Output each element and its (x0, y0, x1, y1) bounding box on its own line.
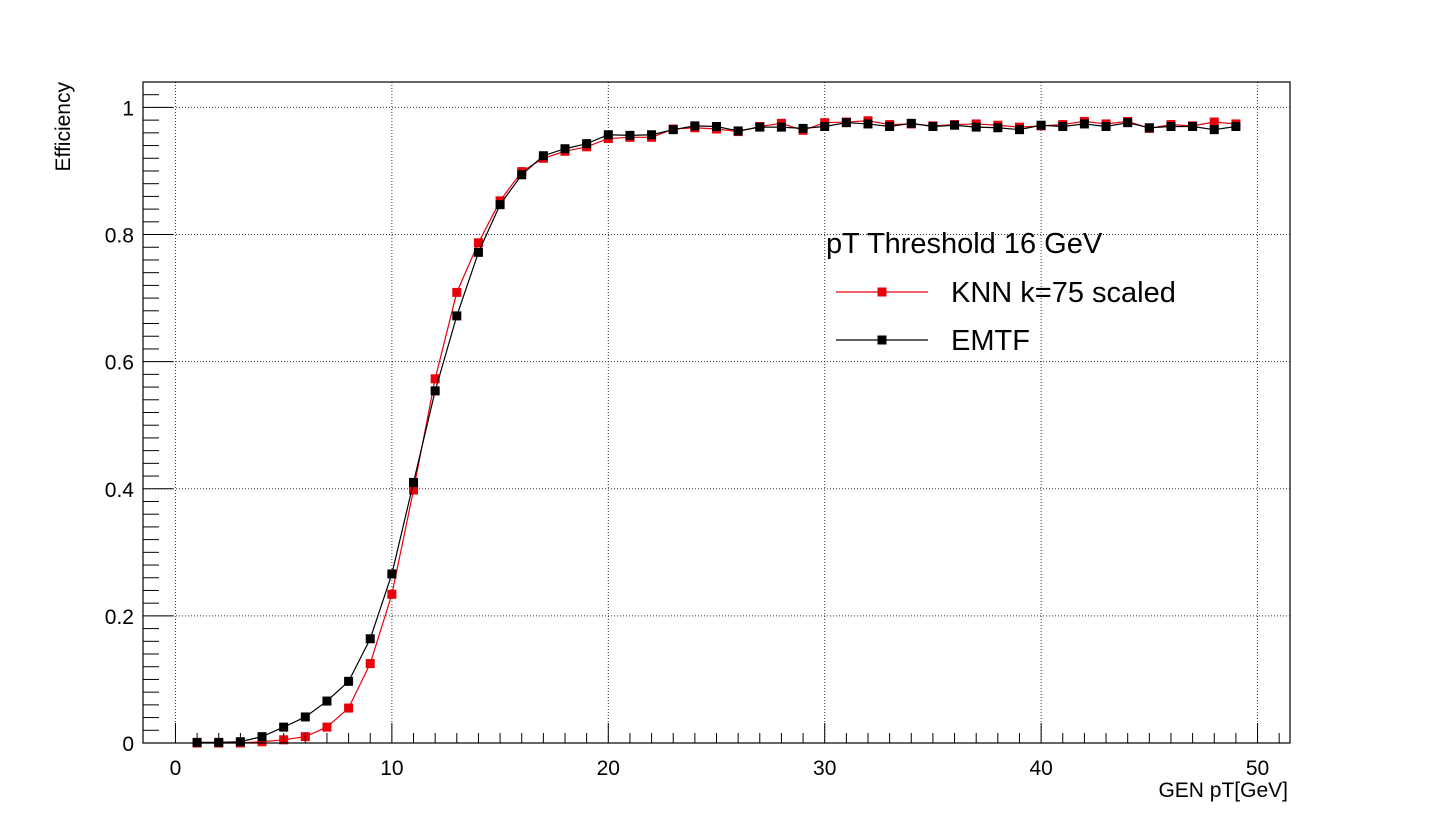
x-tick-label: 20 (597, 757, 620, 780)
data-point (647, 130, 657, 140)
data-point (344, 703, 354, 713)
legend-marker (877, 287, 887, 297)
x-tick-label: 0 (170, 757, 182, 780)
data-point (538, 151, 548, 161)
series-emtf (192, 118, 1241, 747)
data-point (1123, 118, 1133, 128)
data-point (1058, 121, 1068, 131)
legend: pT Threshold 16 GeV KNN k=75 scaled EMTF (826, 228, 1176, 357)
legend-label: EMTF (951, 325, 1030, 357)
data-point (1188, 121, 1198, 131)
plot-frame (142, 81, 1291, 744)
data-point (755, 122, 765, 132)
data-point (733, 126, 743, 136)
legend-entry: KNN k=75 scaled (836, 277, 1176, 309)
x-axis-title: GEN pT[GeV] (1158, 779, 1288, 802)
data-point (430, 374, 440, 384)
x-tick-label: 30 (813, 757, 836, 780)
data-point (430, 386, 440, 396)
data-point (473, 247, 483, 257)
data-point (906, 118, 916, 128)
data-point (452, 311, 462, 321)
data-point (950, 120, 960, 130)
data-point (365, 659, 375, 669)
tick-labels: 0 10 20 30 40 50 0 0.2 0.4 0.6 0.8 1 (105, 97, 1269, 780)
data-point (279, 722, 289, 732)
legend-entries: KNN k=75 scaled EMTF (836, 277, 1176, 357)
data-point (1166, 121, 1176, 131)
data-point (841, 118, 851, 128)
data-point (798, 123, 808, 133)
series-knn (192, 116, 1241, 748)
grid-lines (143, 82, 1290, 744)
data-point (365, 634, 375, 644)
legend-label: KNN k=75 scaled (951, 277, 1176, 309)
data-point (473, 238, 483, 248)
data-point (1209, 125, 1219, 135)
data-point (1014, 125, 1024, 135)
data-point (1101, 121, 1111, 131)
y-tick-label: 1 (122, 97, 134, 120)
data-point (1036, 120, 1046, 130)
legend-marker (877, 335, 887, 345)
data-point (971, 122, 981, 132)
data-point (517, 170, 527, 180)
data-point (300, 712, 310, 722)
data-point (993, 123, 1003, 133)
data-point (776, 122, 786, 132)
y-tick-label: 0.2 (105, 606, 134, 629)
data-point (1079, 119, 1089, 129)
series-line (197, 122, 1236, 743)
data-point (885, 121, 895, 131)
data-point (560, 144, 570, 154)
data-point (603, 130, 613, 140)
y-tick-label: 0.8 (105, 225, 134, 248)
data-point (344, 676, 354, 686)
data-point (409, 485, 419, 495)
axis-ticks (143, 94, 1280, 744)
y-tick-label: 0.4 (105, 479, 135, 502)
x-tick-label: 10 (380, 757, 403, 780)
data-point (495, 200, 505, 210)
data-point (690, 121, 700, 131)
data-point (1209, 117, 1219, 127)
data-point (409, 477, 419, 487)
data-point (1144, 123, 1154, 133)
data-point (387, 589, 397, 599)
data-series (192, 116, 1241, 748)
data-point (322, 696, 332, 706)
data-point (668, 125, 678, 135)
data-point (452, 287, 462, 297)
data-point (820, 121, 830, 131)
legend-entry: EMTF (836, 325, 1030, 357)
data-point (1231, 121, 1241, 131)
y-axis-title: Efficiency (52, 82, 75, 172)
series-line (197, 120, 1236, 744)
data-point (322, 722, 332, 732)
y-tick-label: 0 (122, 733, 134, 756)
data-point (712, 121, 721, 131)
legend-header: pT Threshold 16 GeV (826, 228, 1103, 260)
data-point (928, 121, 938, 131)
y-tick-label: 0.6 (105, 352, 134, 375)
data-point (863, 119, 873, 129)
x-tick-label: 40 (1029, 757, 1052, 780)
data-point (582, 139, 592, 149)
data-point (387, 569, 397, 579)
x-tick-label: 50 (1246, 757, 1269, 780)
data-point (625, 130, 635, 140)
